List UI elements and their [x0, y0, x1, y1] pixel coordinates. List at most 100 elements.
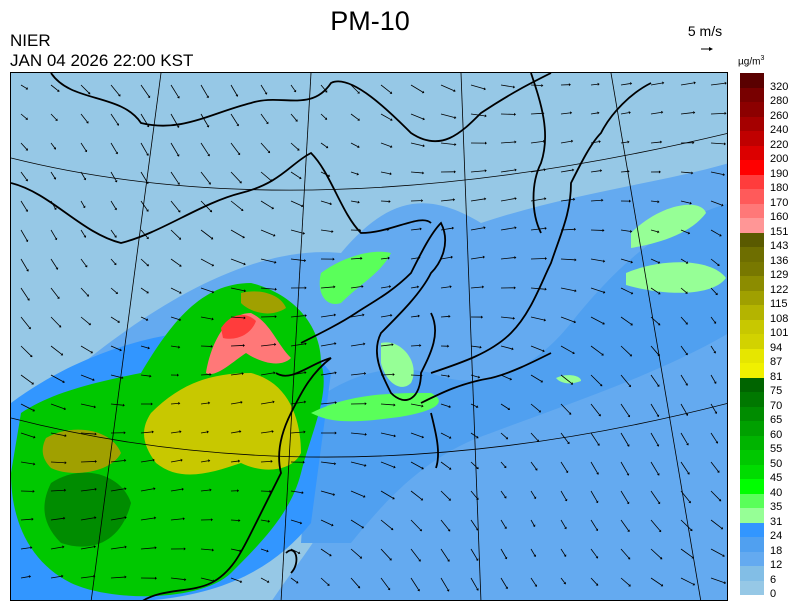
legend-color-box: [740, 377, 764, 392]
wind-arrow: [290, 460, 305, 464]
wind-arrow: [440, 170, 456, 174]
legend-label: 180: [770, 182, 789, 194]
wind-arrow: [620, 432, 630, 447]
wind-arrow: [560, 139, 574, 144]
wind-arrow: [410, 374, 423, 377]
wind-arrow: [590, 169, 603, 173]
wind-arrow: [230, 372, 244, 376]
legend-label: 31: [770, 515, 783, 528]
wind-arrow: [290, 548, 301, 555]
wind-arrow: [530, 345, 545, 353]
wind-arrow: [560, 287, 577, 293]
wind-arrow: [620, 577, 631, 587]
wind-arrow: [440, 113, 457, 119]
wind-arrow: [290, 371, 307, 376]
wind-arrow: [680, 229, 691, 235]
wind-arrow: [110, 171, 118, 183]
datetime-label: JAN 04 2026 22:00 KST: [10, 51, 194, 70]
wind-arrow: [140, 287, 149, 294]
wind-arrow: [50, 516, 66, 521]
wind-arrow: [170, 258, 182, 267]
wind-arrow: [650, 490, 661, 505]
wind-arrow: [380, 403, 396, 407]
wind-arrow: [110, 575, 127, 579]
wind-arrow: [290, 519, 303, 525]
wind-arrow: [290, 430, 306, 434]
wind-arrow: [140, 374, 152, 378]
legend-color-box: [740, 73, 764, 88]
wind-arrow: [560, 111, 573, 115]
wind-arrow: [410, 84, 425, 94]
wind-arrow: [470, 141, 487, 145]
legend-label: 24: [770, 530, 783, 542]
wind-arrow: [290, 342, 307, 347]
wind-arrow: [680, 490, 691, 504]
wind-arrow: [650, 258, 661, 264]
legend-label: 94: [770, 341, 783, 354]
wind-arrow: [620, 140, 630, 144]
wind-arrow: [380, 285, 392, 289]
wind-arrow: [200, 84, 209, 99]
coastlines-and-borders: [11, 73, 652, 600]
legend-label: 200: [770, 153, 789, 165]
wind-arrow: [500, 197, 517, 202]
wind-arrow: [560, 168, 575, 173]
wind-arrow: [410, 199, 424, 203]
wind-arrow: [470, 519, 479, 531]
red-zone-core: [221, 314, 256, 339]
wind-arrow: [440, 198, 456, 202]
wind-arrow: [20, 258, 29, 272]
legend-label: 60: [770, 428, 783, 441]
wind-arrow: [440, 490, 451, 501]
wind-arrow: [650, 140, 663, 144]
wind-arrow: [650, 81, 665, 86]
wind-arrow: [20, 432, 36, 439]
legend-color-box: [740, 363, 764, 378]
wind-arrow: [530, 139, 546, 144]
wind-arrow: [230, 200, 244, 211]
legend-color-box: [740, 189, 764, 204]
wind-arrow: [20, 229, 29, 242]
wind-arrow: [290, 84, 297, 93]
wind-arrow: [50, 171, 57, 180]
wind-arrow: [380, 490, 395, 500]
wind-arrow: [140, 316, 149, 321]
wind-arrow: [260, 229, 276, 237]
pm10-concentration-map[interactable]: [10, 72, 728, 601]
wind-arrow: [350, 490, 366, 498]
wind-arrow: [320, 371, 337, 376]
wind-arrow: [20, 489, 35, 493]
wind-arrow: [650, 345, 660, 357]
wind-arrow: [530, 111, 545, 115]
wind-arrow: [110, 258, 117, 266]
wind-arrow: [80, 287, 89, 297]
wind-arrow: [380, 199, 391, 203]
wind-arrow: [140, 546, 157, 550]
wind-arrow: [650, 229, 660, 234]
wind-arrow: [500, 403, 511, 411]
legend-color-box: [740, 261, 764, 276]
wind-arrow: [620, 169, 630, 173]
wind-arrow: [110, 487, 127, 492]
wind-arrow: [470, 461, 479, 470]
wind-arrow: [290, 577, 299, 584]
wind-arrow: [350, 228, 362, 232]
wind-arrow: [50, 142, 56, 150]
wind-arrow: [110, 142, 119, 155]
wind-arrow: [710, 229, 722, 237]
wind-arrow: [680, 141, 695, 145]
wind-arrow: [470, 255, 485, 260]
wind-arrow: [200, 200, 213, 213]
wind-arrow: [320, 548, 332, 557]
legend-color-box: [740, 290, 764, 305]
wind-arrow: [230, 343, 245, 347]
wind-arrow: [110, 113, 120, 126]
green-zone-pacific-2: [626, 262, 726, 293]
wind-arrow: [590, 374, 603, 387]
wind-arrow: [680, 403, 689, 416]
wind-arrow: [590, 345, 604, 356]
wind-arrow: [110, 545, 127, 550]
wind-arrow: [200, 142, 210, 157]
wind-arrow: [710, 490, 722, 502]
wind-arrow: [620, 548, 631, 560]
